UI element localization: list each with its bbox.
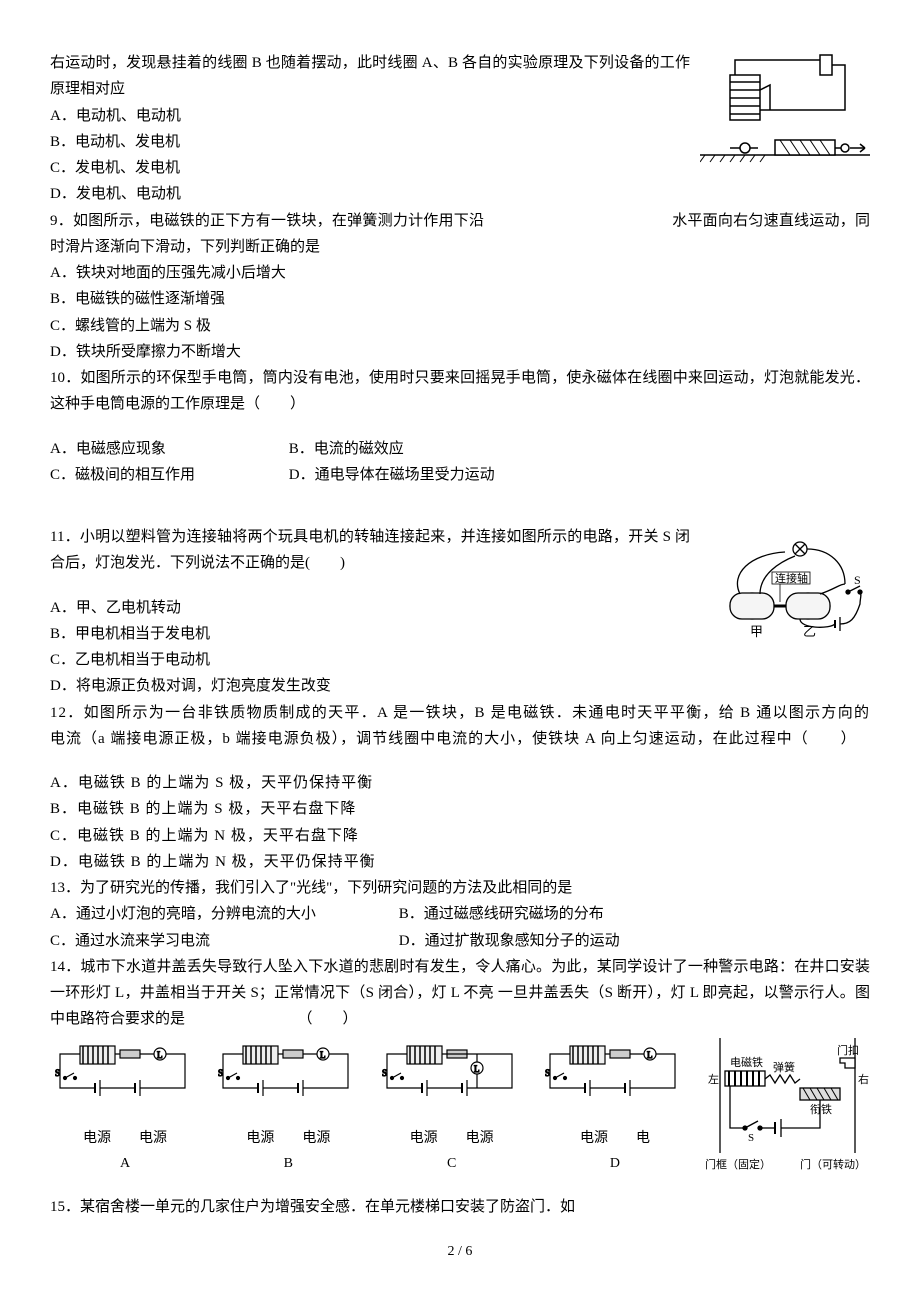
- q14-src-a1: 电源: [83, 1131, 111, 1146]
- q10-stem: 10．如图所示的环保型手电筒，筒内没有电池，使用时只要来回摇晃手电筒，使永磁体在…: [50, 365, 870, 418]
- svg-text:S: S: [748, 1132, 754, 1144]
- q11-opt-d: D．将电源正负极对调，灯泡亮度发生改变: [50, 673, 870, 699]
- q13-opt-a: A．通过小灯泡的亮暗，分辨电流的大小: [50, 901, 395, 927]
- q14-label-a: A: [50, 1152, 200, 1177]
- q14-src-d1: 电源: [580, 1131, 608, 1146]
- q9-opt-d: D．铁块所受摩擦力不断增大: [50, 339, 870, 365]
- q12-opt-b: B．电磁铁 B 的上端为 S 极，天平右盘下降: [50, 796, 870, 822]
- q15-label-spring: 弹簧: [773, 1060, 795, 1074]
- q13-opt-c: C．通过水流来学习电流: [50, 928, 395, 954]
- q15-label-em: 电磁铁: [730, 1056, 763, 1069]
- q15-label-door: 门（可转动）: [800, 1157, 866, 1171]
- q15-figure: 电磁铁 弹簧 衔铁 门扣 左 右 S 门框（固定） 门（可转动）: [705, 1033, 870, 1173]
- svg-text:S: S: [55, 1068, 60, 1078]
- q15-label-right: 右: [858, 1072, 869, 1086]
- q12-opt-a: A．电磁铁 B 的上端为 S 极，天平仍保持平衡: [50, 770, 870, 796]
- q15-label-doorframe: 门框（固定）: [705, 1157, 771, 1171]
- q14-stem: 14．城市下水道井盖丢失导致行人坠入下水道的悲剧时有发生，令人痛心。为此，某同学…: [50, 954, 870, 1033]
- q15-label-left: 左: [708, 1073, 719, 1086]
- svg-text:L: L: [320, 1050, 326, 1060]
- q14-circuit-b: L S 电源 电源 B: [213, 1038, 363, 1177]
- q13-opt-d: D．通过扩散现象感知分子的运动: [399, 928, 620, 954]
- q12-opt-d: D．电磁铁 B 的上端为 N 极，天平仍保持平衡: [50, 849, 870, 875]
- q11-label-yi: 乙: [803, 624, 816, 639]
- q9-stem: 9．如图所示，电磁铁的正下方有一铁块，在弹簧测力计作用下沿 水平面向右匀速直线运…: [50, 208, 870, 261]
- q11-label-s: S: [854, 573, 861, 587]
- q11-label-axis: 连接轴: [775, 571, 808, 585]
- q11-figure: 甲 乙 连接轴 S: [700, 534, 870, 644]
- q9-opt-b: B．电磁铁的磁性逐渐增强: [50, 286, 870, 312]
- q14-label-d: D: [540, 1152, 690, 1177]
- svg-text:L: L: [474, 1064, 480, 1074]
- intro-opt-d: D．发电机、电动机: [50, 181, 870, 207]
- svg-text:S: S: [218, 1068, 223, 1078]
- q14-src-b1: 电源: [246, 1131, 274, 1146]
- q14-label-c: C: [377, 1152, 527, 1177]
- q10-opt-c: C．磁极间的相互作用: [50, 462, 285, 488]
- q10-opt-d: D．通电导体在磁场里受力运动: [289, 462, 495, 488]
- q14-src-a2: 电源: [139, 1131, 167, 1146]
- page-number: 2 / 6: [50, 1240, 870, 1265]
- q13-stem: 13．为了研究光的传播，我们引入了"光线"，下列研究问题的方法及此相同的是: [50, 875, 870, 901]
- q12-stem: 12．如图所示为一台非铁质物质制成的天平．A 是一铁块，B 是电磁铁．未通电时天…: [50, 700, 870, 753]
- svg-text:S: S: [545, 1068, 550, 1078]
- q14-label-b: B: [213, 1152, 363, 1177]
- q13-opt-b: B．通过磁感线研究磁场的分布: [399, 901, 604, 927]
- q15-label-latch: 门扣: [837, 1043, 859, 1057]
- svg-text:L: L: [157, 1050, 163, 1060]
- q14-src-c1: 电源: [410, 1131, 438, 1146]
- q12-opt-c: C．电磁铁 B 的上端为 N 极，天平右盘下降: [50, 823, 870, 849]
- q10-opt-b: B．电流的磁效应: [289, 436, 404, 462]
- q9-opt-a: A．铁块对地面的压强先减小后增大: [50, 260, 870, 286]
- q11-label-jia: 甲: [750, 624, 763, 639]
- svg-text:L: L: [647, 1050, 653, 1060]
- svg-text:S: S: [382, 1068, 387, 1078]
- q14-circuit-d: L S 电源 电 D: [540, 1038, 690, 1177]
- q11-opt-c: C．乙电机相当于电动机: [50, 647, 870, 673]
- q9-stem-p1: 9．如图所示，电磁铁的正下方有一铁块，在弹簧测力计作用下沿: [50, 213, 484, 229]
- q14-circuit-a: L S 电源 电源 A: [50, 1038, 200, 1177]
- q14-circuit-c: L S 电源 电源 C: [377, 1038, 527, 1177]
- q10-opt-a: A．电磁感应现象: [50, 436, 285, 462]
- q14-src-b2: 电源: [302, 1131, 330, 1146]
- q14-figures: L S 电源 电源 A: [50, 1038, 690, 1177]
- q15-label-iron: 衔铁: [810, 1103, 832, 1116]
- q14-src-c2: 电源: [466, 1131, 494, 1146]
- q9-figure: [700, 50, 870, 170]
- q15-stem: 15．某宿舍楼一单元的几家住户为增强安全感．在单元楼梯口安装了防盗门．如: [50, 1194, 870, 1220]
- q9-opt-c: C．螺线管的上端为 S 极: [50, 313, 870, 339]
